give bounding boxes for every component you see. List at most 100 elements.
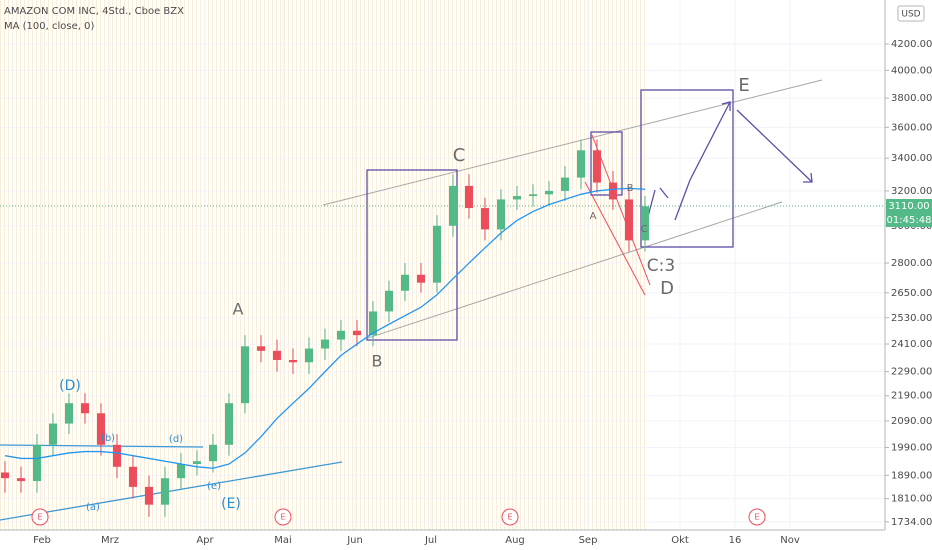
candle-body	[497, 199, 505, 230]
annotation: C:3	[647, 256, 675, 276]
earnings-label: E	[37, 513, 42, 522]
candle-body	[481, 208, 489, 230]
channel-lower	[367, 201, 783, 339]
candle-body	[177, 464, 185, 479]
y-tick-label: 1734.00	[891, 517, 932, 528]
drawings	[0, 79, 823, 521]
annotation: C	[641, 224, 648, 235]
arrow	[736, 109, 813, 183]
earnings-marker	[501, 508, 519, 526]
box	[366, 169, 458, 341]
candle-body	[193, 461, 201, 465]
candle-body	[577, 150, 585, 178]
arrow-head	[721, 101, 731, 111]
y-tick-label: 4200.00	[891, 39, 932, 50]
y-tick-label: 1810.00	[891, 494, 932, 505]
currency-box[interactable]	[897, 5, 925, 22]
candle-body	[337, 330, 345, 340]
candle-body	[593, 150, 601, 183]
y-tick-label: 1890.00	[891, 470, 932, 481]
annotation: (e)	[207, 481, 221, 492]
red-line	[584, 181, 646, 296]
annotation: (d)	[169, 434, 183, 445]
x-tick-label: Feb	[33, 535, 51, 546]
x-tick-label: Aug	[505, 535, 525, 546]
candle-body	[209, 444, 217, 462]
candle-body	[289, 359, 297, 363]
earnings-label: E	[507, 513, 512, 522]
x-tick-label: 16	[729, 535, 742, 546]
countdown: 01:45:48	[887, 215, 932, 226]
candle-body	[417, 274, 425, 283]
candle-body	[65, 403, 73, 424]
channel-upper	[322, 79, 823, 206]
currency: USD	[901, 10, 920, 20]
candle-body	[433, 225, 441, 283]
box	[590, 131, 623, 196]
annotation: D	[660, 278, 674, 299]
annotation: A	[233, 300, 244, 319]
x-tick-label: Mai	[274, 535, 292, 546]
last-price-tag	[886, 199, 932, 213]
earnings-label: E	[754, 513, 759, 522]
candle-body	[513, 196, 521, 200]
annotation: A	[590, 211, 597, 222]
candle-body	[225, 403, 233, 445]
y-tick-label: 2800.00	[891, 258, 932, 269]
y-tick-label: 3800.00	[891, 93, 932, 104]
y-tick-label: 1990.00	[891, 442, 932, 453]
x-tick-label: Okt	[671, 535, 689, 546]
candle-body	[641, 206, 649, 241]
annotation: B	[372, 352, 383, 371]
y-tick-label: 3400.00	[891, 153, 932, 164]
annotation: (b)	[101, 433, 115, 444]
candle-body	[129, 466, 137, 487]
earnings-label: E	[280, 513, 285, 522]
y-tick-label: 3600.00	[891, 122, 932, 133]
candle-body	[321, 339, 329, 349]
arrow	[659, 187, 669, 199]
candle-body	[273, 350, 281, 360]
candle-body	[257, 346, 265, 351]
candle-body	[145, 486, 153, 505]
arrow	[674, 101, 731, 221]
countdown-tag	[886, 213, 932, 227]
trend-line	[0, 461, 343, 521]
price-axis	[885, 0, 932, 550]
candle-body	[49, 423, 57, 445]
x-tick-label: Jul	[424, 535, 437, 546]
candle-body	[545, 190, 553, 195]
candle-body	[113, 444, 121, 467]
y-tick-label: 2090.00	[891, 416, 932, 427]
annotation: (E)	[221, 496, 241, 512]
red-line	[591, 134, 651, 286]
earnings-marker	[31, 508, 49, 526]
y-tick-label: 2190.00	[891, 391, 932, 402]
chart-title: AMAZON COM INC, 4Std., Cboe BZX	[4, 6, 184, 17]
y-tick-label: 2410.00	[891, 339, 932, 350]
candle-body	[385, 290, 393, 312]
arrow-head	[803, 172, 813, 183]
candle-body	[625, 199, 633, 241]
annotation: C	[453, 145, 466, 166]
annotation: (a)	[86, 502, 100, 513]
candle-body	[369, 311, 377, 336]
candle-body	[353, 330, 361, 336]
candle-body	[305, 348, 313, 363]
candle-body	[81, 403, 89, 414]
x-tick-label: Apr	[196, 535, 214, 546]
candle-body	[449, 185, 457, 226]
candle-body	[1, 472, 9, 479]
candle-body	[561, 177, 569, 191]
y-tick-label: 2650.00	[891, 288, 932, 299]
last-price: 3110.00	[888, 201, 929, 212]
x-tick-label: Mrz	[101, 535, 119, 546]
earnings-marker	[748, 508, 766, 526]
moving-average	[4, 187, 646, 469]
earnings-marker	[274, 508, 292, 526]
candle-body	[401, 274, 409, 291]
candle-body	[33, 444, 41, 482]
annotation: B	[627, 183, 634, 194]
x-tick-label: Nov	[780, 535, 800, 546]
